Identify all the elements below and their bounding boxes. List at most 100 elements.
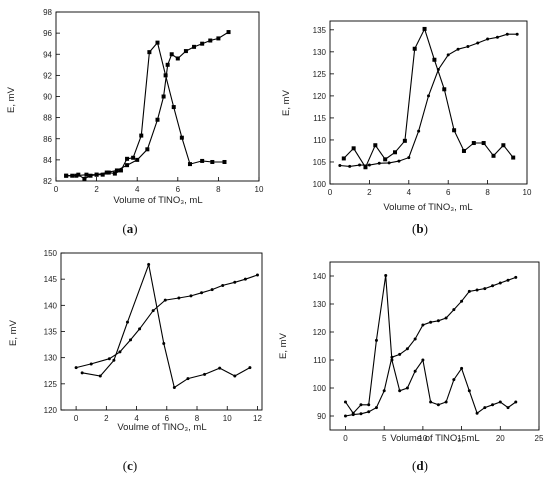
data-point [94, 172, 99, 177]
x-tick-label: 4 [134, 414, 139, 423]
series-2 [74, 273, 259, 370]
data-point [169, 52, 174, 57]
chart-panel-1: 0 2 4 6 8 10 82 84 86 88 90 92 94 96 98 Volume of TlNO₃… [6, 8, 264, 236]
data-point [501, 143, 506, 148]
data-point [233, 280, 237, 284]
data-point [452, 308, 456, 312]
data-point [161, 94, 166, 99]
data-point [467, 289, 471, 293]
y-tick-label: 105 [313, 158, 327, 167]
data-point [398, 352, 402, 356]
data-point [192, 44, 197, 49]
data-point [374, 338, 378, 342]
data-point [147, 50, 152, 55]
data-point [155, 117, 160, 122]
x-axis-label: Volume of TlNO₃, mL [390, 433, 479, 444]
y-tick-label: 115 [313, 114, 326, 123]
data-point [175, 56, 180, 61]
y-tick-label: 135 [44, 328, 58, 337]
data-point [483, 406, 487, 410]
chart-panel-3: 0 2 4 6 8 10 12 120 125 130 135 140 145 150 Voulme of … [8, 249, 262, 473]
y-tick-label: 88 [43, 114, 52, 123]
data-point [367, 163, 371, 167]
data-point [491, 403, 495, 407]
data-point [387, 161, 391, 165]
data-point [429, 320, 433, 324]
y-tick-label: 90 [317, 412, 326, 421]
plot-frame [55, 11, 260, 182]
data-point [200, 158, 205, 163]
x-tick-label: 2 [367, 188, 372, 197]
y-tick-label: 130 [44, 354, 58, 363]
y-axis-label: E, mV [278, 332, 289, 359]
data-point [155, 40, 160, 45]
data-point [248, 366, 252, 370]
data-point [165, 62, 170, 67]
data-point [412, 46, 417, 51]
data-point [203, 372, 207, 376]
series-1 [64, 40, 227, 181]
data-point [461, 148, 466, 153]
data-point [444, 316, 448, 320]
data-point [172, 385, 176, 389]
data-point [397, 159, 401, 163]
series-1 [80, 262, 252, 389]
data-point [163, 73, 168, 78]
y-tick-label: 84 [43, 156, 52, 165]
data-point [363, 165, 368, 170]
data-point [402, 138, 407, 143]
x-tick-label: 0 [74, 414, 79, 423]
data-point [367, 403, 371, 407]
data-point [233, 374, 237, 378]
x-tick-label: 10 [418, 434, 427, 443]
x-tick-label: 2 [94, 185, 99, 194]
data-point [104, 170, 109, 175]
y-axis-label: E, mV [6, 86, 17, 113]
x-tick-label: 0 [328, 188, 333, 197]
data-point [452, 378, 456, 382]
data-point [64, 173, 69, 178]
data-point [151, 309, 155, 313]
data-point [218, 366, 222, 370]
data-point [359, 403, 363, 407]
x-axis-label: Volume of TlNO₃, mL [113, 195, 202, 206]
series-line [345, 275, 517, 415]
y-tick-label: 150 [44, 249, 58, 258]
data-point [446, 53, 450, 57]
data-point [374, 406, 378, 410]
data-point [351, 146, 356, 151]
data-point [505, 32, 509, 36]
y-axis-label: E, mV [8, 319, 19, 346]
data-point [80, 371, 84, 375]
series-line [339, 33, 518, 167]
data-point [421, 323, 425, 327]
series-line [343, 27, 514, 169]
data-point [405, 347, 409, 351]
data-point [514, 275, 518, 279]
data-point [200, 41, 205, 46]
data-point [162, 342, 166, 346]
data-point [358, 163, 362, 167]
data-point [139, 133, 144, 138]
x-tick-label: 2 [104, 414, 109, 423]
y-tick-label: 140 [44, 301, 58, 310]
x-tick-label: 10 [223, 414, 232, 423]
x-tick-label: 6 [165, 414, 170, 423]
data-point [177, 296, 181, 300]
data-point [393, 150, 398, 155]
data-point [498, 281, 502, 285]
x-tick-label: 25 [535, 434, 544, 443]
x-axis-label: Volume of TlNO₃, mL [383, 202, 472, 213]
data-point [243, 277, 247, 281]
panel-label: (c) [123, 458, 137, 473]
data-point [74, 366, 78, 370]
data-point [359, 412, 363, 416]
y-tick-label: 90 [43, 93, 52, 102]
y-tick-label: 92 [43, 71, 52, 80]
data-point [384, 273, 388, 277]
y-tick-label: 135 [313, 26, 327, 35]
series-line [66, 41, 225, 180]
series-1 [343, 273, 518, 415]
series-line [66, 31, 229, 177]
